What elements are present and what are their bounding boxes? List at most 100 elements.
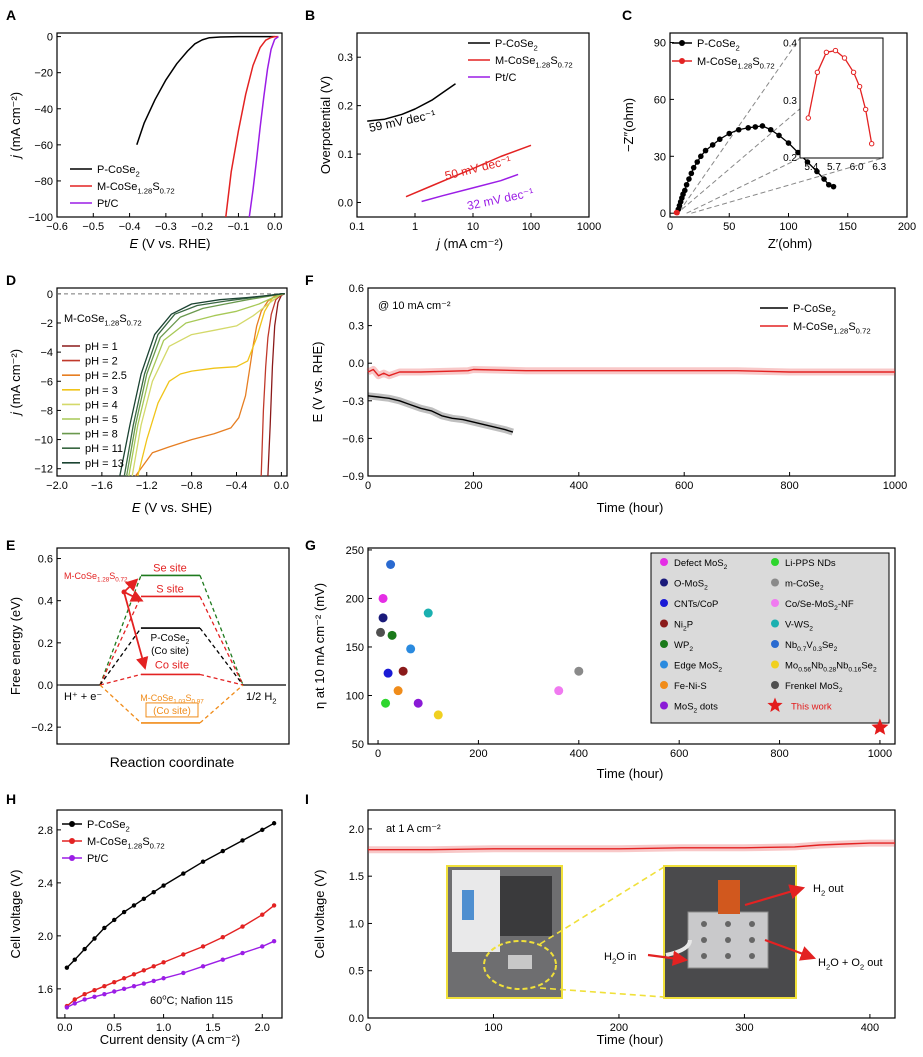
h2o-o2-out-label-part: O + O [830, 957, 860, 969]
x-tick-label: 1000 [868, 748, 892, 760]
y-tick-label: 1.0 [349, 918, 364, 930]
legend-label: P-CoSe2 [97, 164, 140, 178]
y-tick-label: 0.6 [38, 554, 53, 566]
photo-bolt [749, 953, 755, 959]
legend-label: M-CoSe1.28S0.72 [97, 181, 175, 195]
energy-connector [199, 575, 244, 686]
y-tick-label: 200 [346, 593, 364, 605]
legend-dot [771, 660, 779, 669]
x-tick-label: 2.0 [255, 1022, 270, 1034]
legend-label: Li-PPS NDs [785, 558, 836, 569]
legend-label-part: 2 [683, 625, 687, 632]
legend-label-part: 2 [689, 646, 693, 653]
panel-d: D −2.0 −1.6 −1.2 −0.8 −0.4 0.0 0 −2 −4 −6 −8 −10 −12 M… [6, 272, 289, 515]
x-axis-label: Reaction coordinate [110, 754, 235, 770]
y-tick-label: −12 [34, 464, 53, 476]
legend-label: pH = 5 [85, 414, 118, 426]
nyquist-point [745, 125, 752, 131]
arrow-origin [121, 589, 127, 595]
energy-connector [199, 596, 244, 686]
legend-label: O-MoS2 [674, 579, 708, 592]
series-line-a-0 [136, 35, 275, 146]
legend-dot [771, 599, 779, 607]
inset-x-tick-label: 5.7 [827, 162, 841, 173]
legend-label: pH = 2.5 [85, 370, 127, 382]
x-axis-label: Current density (A cm⁻²) [100, 1032, 241, 1047]
legend-label-part: 0.28 [823, 666, 836, 673]
polarization-point [102, 925, 107, 931]
x-axis-label-part: j [435, 236, 441, 251]
legend-label-part: V-WS [785, 620, 809, 631]
legend-label-part: 2 [832, 308, 836, 317]
legend-label-part: Defect MoS [674, 558, 724, 569]
polarization-point [220, 934, 225, 940]
polarization-point [131, 903, 137, 908]
h2o-o2-out-label: H2O + O2 out [818, 957, 883, 971]
legend-label-part: 2 [534, 43, 538, 52]
legend-label-part: 2 [809, 625, 813, 632]
side-label-part: 1.28 [97, 577, 110, 584]
inset-point [868, 141, 875, 147]
polarization-point [260, 827, 265, 833]
legend-label-part: 1.28 [137, 186, 152, 195]
y-axis-label: Free energy (eV) [8, 597, 23, 695]
h2-out-label-part: 2 [821, 888, 825, 897]
inset-point [856, 83, 863, 90]
stability-line-red [367, 368, 895, 377]
legend-label: MoS2 dots [674, 702, 718, 715]
literature-point [413, 698, 423, 708]
legend-label-part: pH = 5 [85, 414, 118, 426]
y-tick-label: 1.5 [349, 871, 364, 883]
polarization-point [82, 946, 87, 952]
panel-letter: D [6, 272, 16, 288]
legend-label-part: Fe-Ni-S [674, 681, 707, 692]
y-tick-label: 0.2 [338, 101, 353, 113]
legend-label-part: Li-PPS NDs [785, 558, 836, 569]
panel-letter: C [622, 7, 632, 23]
legend-label-part: 2 [718, 666, 722, 673]
legend-label-part: 0.72 [558, 60, 573, 69]
polarization-point [92, 994, 97, 1000]
x-tick-label: 0 [667, 221, 673, 233]
legend-label-part: S [142, 836, 149, 848]
legend-label-part: M-CoSe [697, 56, 737, 68]
y-axis-label-part: j [8, 411, 23, 417]
y-tick-label: 0.0 [349, 358, 364, 370]
x-tick-label: 400 [861, 1022, 879, 1034]
literature-point [433, 710, 443, 720]
y-tick-label: 0.3 [338, 52, 353, 64]
plot-frame [56, 809, 283, 1019]
legend-label: P-CoSe2 [87, 819, 130, 833]
ph-curve-5 [128, 293, 285, 477]
polarization-point [271, 903, 277, 908]
series-line-b-1 [405, 144, 532, 198]
level-label: Se site [153, 562, 187, 574]
photo-background [500, 876, 552, 936]
zoom-guide [691, 157, 884, 214]
legend-label-part: pH = 8 [85, 429, 118, 441]
legend-label: P-CoSe2 [697, 38, 740, 52]
h2o-in-label-part: O in [616, 951, 636, 963]
level-label: S site [156, 583, 184, 595]
series-line-a-1 [225, 35, 279, 218]
zoom-guide [686, 157, 801, 214]
stability-line-black [367, 395, 514, 433]
legend-label-part: 2 [834, 646, 838, 653]
x-tick-label: 200 [464, 480, 482, 492]
gas-arrow [764, 938, 817, 961]
right-state-label-part: 1/2 H [246, 691, 272, 703]
polarization-point [112, 980, 117, 985]
legend-label: Ni2P [674, 620, 693, 633]
polarization-point [82, 991, 87, 997]
x-axis-label-part: E [130, 236, 139, 251]
x-tick-label: 50 [723, 221, 735, 233]
level-label-part: S [186, 693, 192, 703]
x-tick-label: 0.0 [267, 221, 282, 233]
condition-annotation: @ 10 mA cm⁻² [378, 300, 451, 312]
y-tick-label: 0.5 [349, 966, 364, 978]
this-work-star [871, 718, 889, 735]
legend-label: Defect MoS2 [674, 558, 728, 571]
condition-annotation-part: C; Nafion 115 [167, 995, 233, 1007]
y-tick-label: −40 [34, 104, 53, 116]
